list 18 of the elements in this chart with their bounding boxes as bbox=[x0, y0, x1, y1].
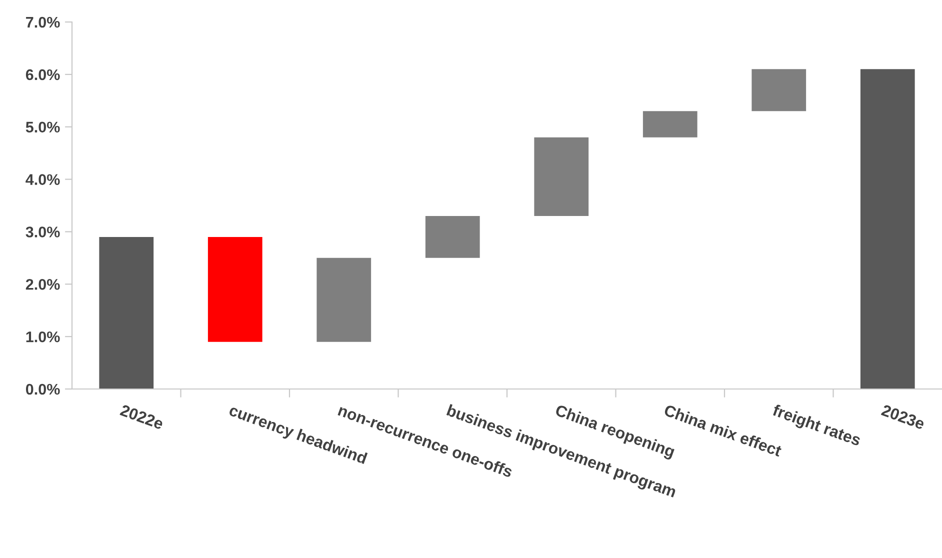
y-tick-label: 4.0% bbox=[26, 174, 60, 185]
x-tick-label: 2022e bbox=[120, 404, 164, 430]
y-tick-label: 1.0% bbox=[26, 331, 60, 342]
y-tick-label: 0.0% bbox=[26, 384, 60, 395]
y-tick-label: 6.0% bbox=[26, 69, 60, 80]
y-tick-label: 3.0% bbox=[26, 226, 60, 238]
bar bbox=[752, 69, 806, 112]
y-tick-label: 2.0% bbox=[26, 279, 60, 290]
bar bbox=[425, 216, 480, 258]
bar bbox=[208, 236, 262, 342]
bar bbox=[534, 137, 589, 216]
bar bbox=[99, 236, 154, 389]
bar bbox=[642, 111, 698, 138]
x-tick-label: 2023e bbox=[880, 404, 926, 430]
bar bbox=[316, 258, 372, 342]
bar bbox=[860, 69, 915, 389]
y-tick-label: 5.0% bbox=[26, 122, 60, 133]
y-tick-label: 7.0% bbox=[26, 16, 60, 28]
